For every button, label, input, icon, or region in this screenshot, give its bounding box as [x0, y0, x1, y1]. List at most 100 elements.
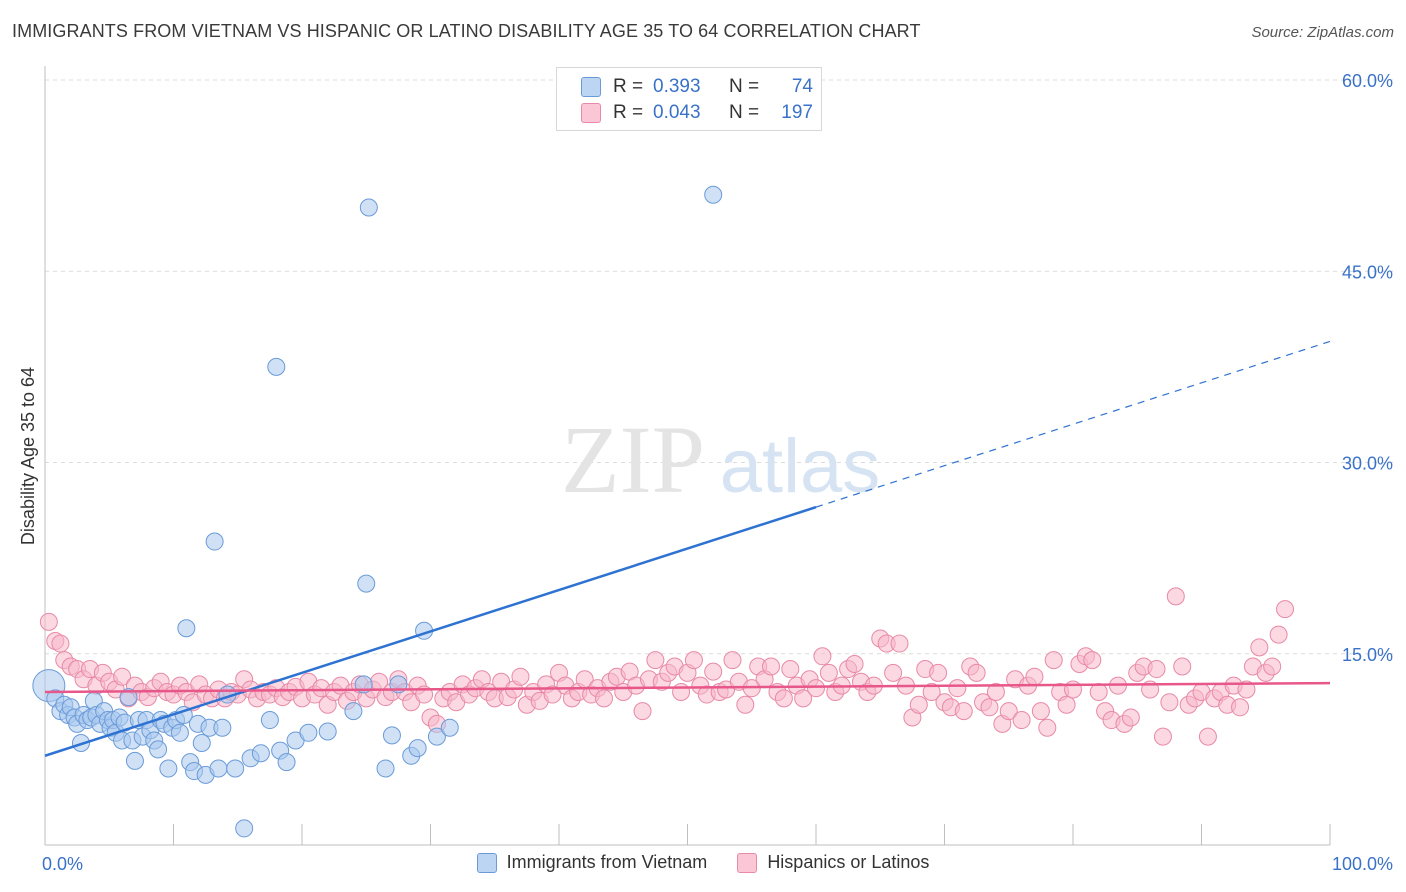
data-point-hispanics [1057, 695, 1076, 714]
data-point-vietnam [149, 740, 168, 759]
data-point-hispanics [1263, 657, 1282, 676]
source-credit: Source: ZipAtlas.com [1251, 24, 1394, 41]
legend-swatch-pink [737, 852, 758, 873]
data-point-vietnam [376, 759, 395, 778]
data-point-vietnam [277, 753, 296, 772]
y-tick-labels: 15.0% 30.0% 45.0% 60.0% [1342, 71, 1393, 665]
stats-r-value: 0.043 [653, 102, 701, 123]
x-tick-label: 100.0% [1332, 854, 1393, 874]
data-point-vietnam [299, 723, 318, 742]
data-point-hispanics [1083, 651, 1102, 670]
data-point-vietnam [357, 574, 376, 593]
data-point-hispanics [986, 683, 1005, 701]
data-point-vietnam [205, 532, 224, 551]
y-tick-label: 60.0% [1342, 71, 1393, 91]
data-point-hispanics [594, 689, 613, 708]
data-point-hispanics [1250, 638, 1269, 657]
data-point-hispanics [543, 685, 562, 704]
data-point-vietnam [260, 711, 279, 730]
data-point-hispanics [1198, 727, 1217, 746]
y-tick-label: 15.0% [1342, 645, 1393, 665]
y-tick-label: 30.0% [1342, 454, 1393, 474]
watermark-zip: ZIP [561, 406, 705, 513]
data-point-hispanics [672, 683, 691, 701]
data-point-hispanics [762, 657, 781, 676]
stats-n-value: 74 [791, 76, 813, 97]
data-point-hispanics [1121, 708, 1140, 727]
data-point-hispanics [794, 689, 813, 708]
data-point-hispanics [1064, 680, 1082, 699]
data-point-vietnam [251, 744, 270, 763]
data-point-hispanics [1166, 587, 1185, 606]
data-point-hispanics [781, 660, 800, 679]
data-point-vietnam [226, 759, 245, 778]
grid-lines [45, 79, 1395, 655]
data-point-hispanics [813, 647, 832, 666]
data-point-vietnam [318, 722, 337, 741]
watermark: ZIP atlas [561, 406, 880, 513]
y-tick-label: 45.0% [1342, 262, 1393, 282]
stats-r-label: R = [613, 102, 644, 123]
trend-line-hispanics [44, 681, 1331, 694]
data-point-vietnam [119, 688, 138, 707]
data-point-vietnam [440, 718, 459, 737]
y-axis-label: Disability Age 35 to 64 [18, 367, 38, 545]
legend-label: Immigrants from Vietnam [506, 852, 708, 872]
data-point-hispanics [511, 667, 530, 686]
data-point-hispanics [704, 662, 723, 681]
x-tick-labels: 0.0% 100.0% [42, 854, 1393, 874]
data-point-hispanics [1153, 727, 1172, 746]
data-point-vietnam [125, 751, 144, 770]
data-point-hispanics [723, 651, 742, 670]
x-tick-label: 0.0% [42, 854, 83, 874]
data-point-hispanics [1025, 667, 1044, 686]
data-point-vietnam [235, 819, 254, 838]
stats-swatch-blue [581, 77, 601, 97]
data-point-hispanics [845, 654, 864, 673]
data-point-vietnam [427, 727, 446, 746]
data-point-hispanics [884, 663, 903, 682]
data-point-hispanics [39, 612, 58, 631]
stats-swatch-pink [581, 103, 601, 123]
data-point-hispanics [807, 679, 825, 698]
trend-line-vietnam-extension [815, 340, 1331, 508]
trend-line-vietnam [44, 505, 817, 757]
stats-r-label: R = [613, 76, 644, 97]
data-point-hispanics [736, 695, 755, 714]
data-point-hispanics [1147, 660, 1166, 679]
trend-lines [44, 340, 1331, 757]
data-point-hispanics [980, 698, 999, 717]
data-point-hispanics [922, 683, 941, 701]
data-point-hispanics [1231, 698, 1250, 717]
data-point-hispanics [929, 663, 948, 682]
data-point-vietnam [213, 718, 232, 737]
legend-item-hispanics[interactable]: Hispanics or Latinos [737, 852, 929, 873]
data-point-hispanics [774, 689, 793, 708]
stats-row-hispanics: R = 0.043 N = 197 [581, 100, 813, 126]
data-point-hispanics [1276, 600, 1295, 619]
data-point-hispanics [890, 634, 909, 653]
stats-legend: R = 0.393 N = 74 R = 0.043 N = 197 [556, 67, 822, 131]
data-point-hispanics [113, 667, 132, 686]
data-point-hispanics [967, 663, 986, 682]
data-point-hispanics [1269, 625, 1288, 644]
data-point-vietnam [359, 198, 378, 217]
data-point-hispanics [1038, 718, 1057, 737]
stats-row-vietnam: R = 0.393 N = 74 [581, 74, 813, 100]
data-point-vietnam [408, 739, 427, 758]
watermark-atlas: atlas [720, 424, 881, 509]
data-point-hispanics [1160, 693, 1179, 712]
data-point-vietnam [209, 759, 228, 778]
stats-n-label: N = [729, 102, 760, 123]
data-point-vietnam [704, 185, 723, 204]
legend-item-vietnam[interactable]: Immigrants from Vietnam [476, 852, 708, 873]
series-vietnam-points [32, 185, 723, 838]
stats-n-value: 197 [781, 102, 813, 123]
data-point-hispanics [819, 663, 838, 682]
data-point-vietnam [170, 723, 189, 742]
axes [44, 66, 1331, 846]
data-point-hispanics [1173, 657, 1192, 676]
bottom-legend: Immigrants from Vietnam Hispanics or Lat… [0, 852, 1406, 873]
data-point-hispanics [684, 651, 703, 670]
